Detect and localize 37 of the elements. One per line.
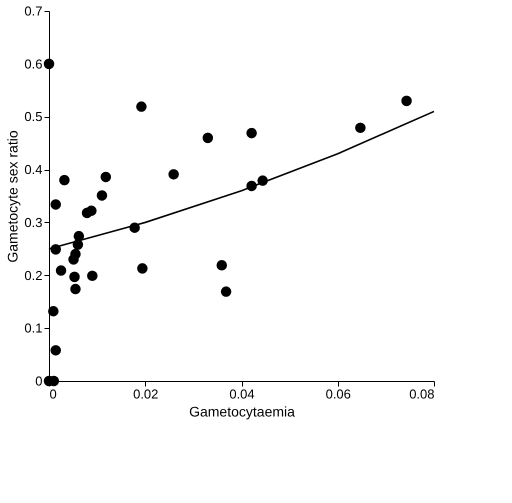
x-tick-label: 0.08 bbox=[409, 386, 434, 402]
point bbox=[87, 270, 98, 282]
point bbox=[355, 122, 366, 134]
point bbox=[216, 260, 228, 270]
x-axis-title: Gametocytaemia bbox=[189, 404, 296, 420]
y-tick-label: 0.3 bbox=[24, 214, 42, 230]
point bbox=[246, 128, 257, 138]
point bbox=[100, 172, 112, 182]
point bbox=[401, 96, 412, 106]
point bbox=[202, 132, 214, 144]
point bbox=[50, 199, 61, 210]
point bbox=[137, 263, 148, 274]
y-tick-label: 0.7 bbox=[24, 4, 42, 18]
y-tick-label: 0.1 bbox=[24, 320, 42, 336]
point bbox=[70, 248, 81, 260]
y-tick-label: 0.5 bbox=[24, 109, 42, 124]
x-tick-label: 0.02 bbox=[133, 386, 158, 402]
point bbox=[96, 190, 108, 201]
y-tick-label: 0.6 bbox=[24, 56, 42, 72]
point bbox=[44, 58, 54, 70]
point bbox=[70, 284, 81, 294]
x-tick-label: 0.04 bbox=[229, 386, 255, 402]
x-tick-label: 0.06 bbox=[326, 386, 351, 402]
point bbox=[56, 265, 66, 276]
point bbox=[168, 169, 179, 180]
point bbox=[220, 286, 232, 297]
y-tick-label: 0 bbox=[35, 374, 42, 388]
point bbox=[48, 306, 59, 316]
point bbox=[86, 206, 97, 216]
y-tick-label: 0.4 bbox=[24, 162, 42, 178]
point bbox=[69, 272, 80, 282]
x-tick-label: 0 bbox=[50, 386, 57, 402]
y-tick-label: 0.2 bbox=[24, 268, 42, 283]
point bbox=[50, 345, 61, 356]
point bbox=[136, 101, 147, 112]
y-axis-title: Gametocyte sex ratio bbox=[4, 130, 20, 263]
point bbox=[59, 174, 70, 186]
